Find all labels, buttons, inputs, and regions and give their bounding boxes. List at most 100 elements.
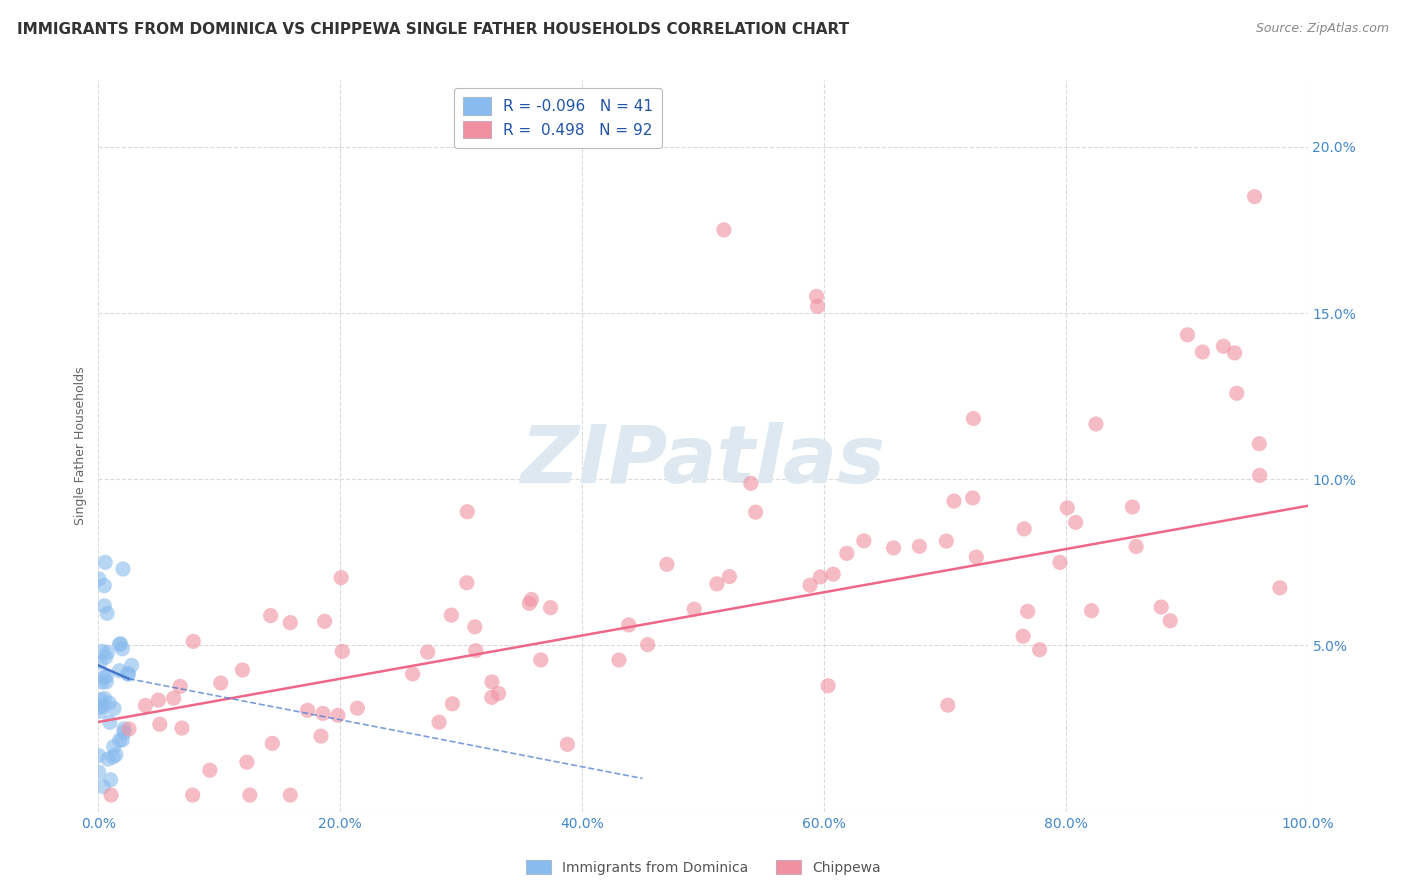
Point	[326, 708, 349, 723]
Point	[100, 788, 122, 802]
Point	[94, 650, 117, 665]
Point	[706, 577, 728, 591]
Point	[297, 703, 319, 717]
Point	[607, 653, 630, 667]
Point	[936, 698, 959, 713]
Point	[1268, 581, 1291, 595]
Text: Source: ZipAtlas.com: Source: ZipAtlas.com	[1256, 22, 1389, 36]
Point	[169, 679, 191, 693]
Point	[91, 699, 114, 714]
Point	[117, 667, 139, 681]
Point	[87, 765, 110, 780]
Point	[1223, 346, 1246, 360]
Point	[540, 600, 562, 615]
Point	[111, 641, 134, 656]
Point	[456, 505, 478, 519]
Point	[97, 752, 120, 766]
Point	[103, 701, 125, 715]
Point	[93, 599, 115, 613]
Point	[1056, 500, 1078, 515]
Point	[935, 534, 957, 549]
Point	[90, 692, 112, 706]
Point	[111, 562, 134, 576]
Legend: Immigrants from Dominica, Chippewa: Immigrants from Dominica, Chippewa	[520, 855, 886, 880]
Point	[1249, 468, 1271, 483]
Point	[852, 533, 875, 548]
Point	[330, 644, 353, 658]
Point	[93, 579, 115, 593]
Point	[103, 739, 125, 754]
Point	[440, 608, 463, 623]
Point	[402, 667, 425, 681]
Point	[908, 539, 931, 553]
Point	[108, 664, 131, 678]
Point	[1028, 642, 1050, 657]
Point	[96, 645, 118, 659]
Point	[617, 618, 640, 632]
Point	[530, 653, 553, 667]
Point	[87, 700, 110, 714]
Point	[134, 698, 156, 713]
Point	[456, 575, 478, 590]
Point	[98, 715, 121, 730]
Text: IMMIGRANTS FROM DOMINICA VS CHIPPEWA SINGLE FATHER HOUSEHOLDS CORRELATION CHART: IMMIGRANTS FROM DOMINICA VS CHIPPEWA SIN…	[17, 22, 849, 37]
Point	[1212, 339, 1234, 353]
Point	[181, 788, 204, 802]
Point	[519, 596, 541, 610]
Point	[799, 578, 821, 592]
Point	[962, 491, 984, 505]
Point	[96, 669, 118, 683]
Point	[112, 725, 135, 739]
Point	[1243, 189, 1265, 203]
Point	[259, 608, 281, 623]
Point	[170, 721, 193, 735]
Point	[104, 747, 127, 762]
Point	[98, 696, 121, 710]
Point	[1249, 436, 1271, 450]
Point	[278, 788, 301, 802]
Point	[91, 675, 114, 690]
Point	[1177, 327, 1199, 342]
Point	[330, 571, 353, 585]
Point	[810, 570, 832, 584]
Point	[655, 558, 678, 572]
Point	[148, 693, 170, 707]
Point	[488, 687, 510, 701]
Point	[93, 691, 115, 706]
Point	[718, 569, 741, 583]
Point	[91, 644, 114, 658]
Point	[121, 658, 143, 673]
Point	[346, 701, 368, 715]
Point	[89, 655, 111, 669]
Point	[1064, 516, 1087, 530]
Point	[817, 679, 839, 693]
Point	[1191, 345, 1213, 359]
Point	[108, 637, 131, 651]
Point	[713, 223, 735, 237]
Point	[1080, 604, 1102, 618]
Point	[1017, 604, 1039, 618]
Point	[314, 615, 336, 629]
Point	[309, 729, 332, 743]
Point	[883, 541, 905, 555]
Point	[108, 733, 131, 747]
Point	[1226, 386, 1249, 401]
Point	[96, 674, 118, 689]
Point	[96, 607, 118, 621]
Point	[312, 706, 335, 721]
Point	[1121, 500, 1143, 514]
Text: ZIPatlas: ZIPatlas	[520, 422, 886, 500]
Point	[557, 737, 579, 751]
Point	[481, 690, 503, 705]
Point	[94, 555, 117, 569]
Point	[198, 764, 221, 778]
Point	[416, 645, 439, 659]
Point	[962, 411, 984, 425]
Point	[823, 567, 845, 582]
Point	[100, 772, 122, 787]
Point	[835, 546, 858, 560]
Point	[110, 637, 132, 651]
Point	[209, 676, 232, 690]
Point	[464, 620, 486, 634]
Point	[427, 715, 450, 730]
